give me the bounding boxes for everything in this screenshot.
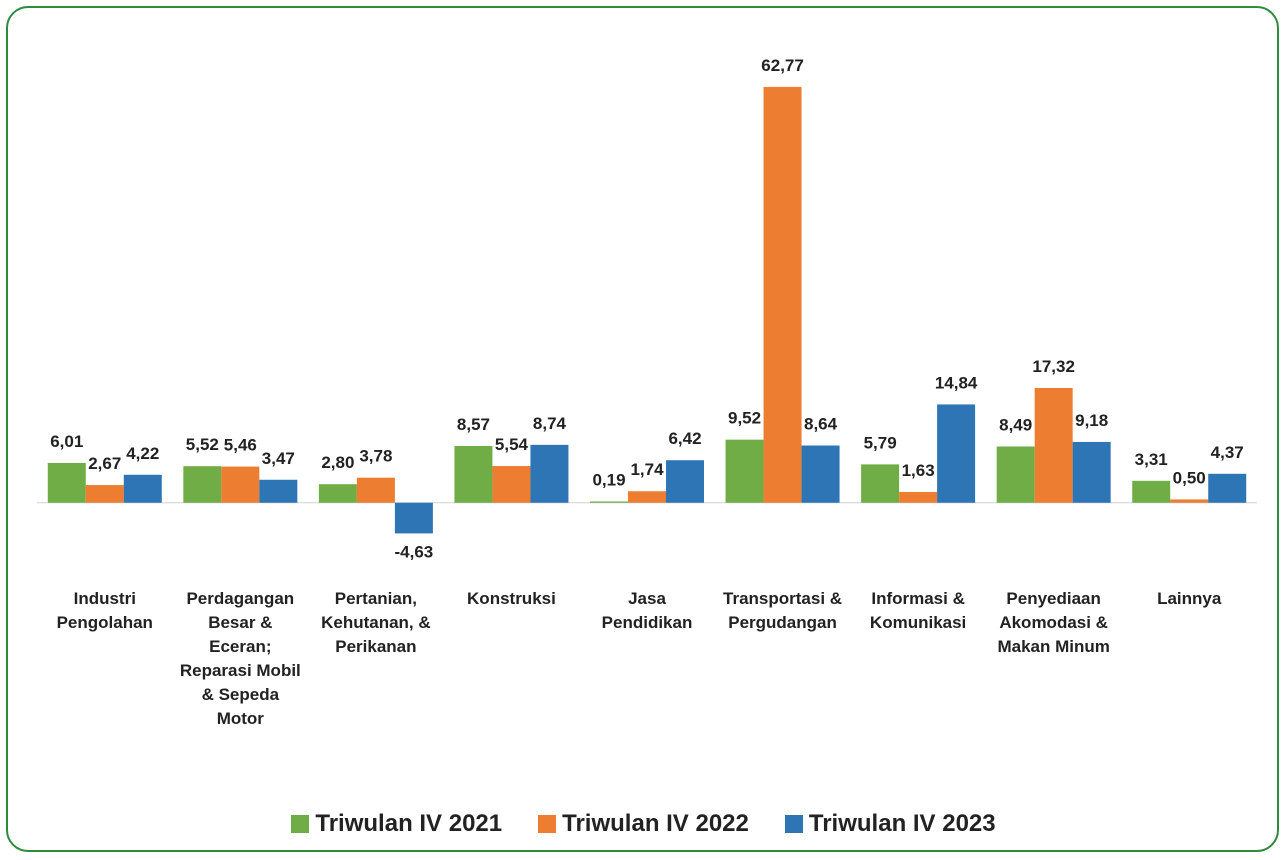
x-tick-label: Perdagangan Besar & Eceran; Reparasi Mob… — [179, 589, 301, 728]
data-label: 1,63 — [902, 461, 935, 480]
legend-label: Triwulan IV 2022 — [562, 810, 749, 837]
chart-frame — [6, 6, 1279, 852]
legend-swatch — [538, 815, 557, 833]
data-label: 1,74 — [630, 460, 664, 479]
data-label: 5,54 — [495, 435, 529, 454]
legend-swatch — [784, 815, 803, 833]
bar — [725, 439, 764, 503]
bar — [801, 445, 840, 503]
x-tick-label: Konstruksi — [467, 589, 556, 608]
x-tick-label: Lainnya — [1157, 589, 1222, 608]
data-label: 6,01 — [50, 432, 83, 451]
data-label: -4,63 — [395, 542, 434, 561]
data-label: 0,19 — [592, 470, 625, 489]
bar — [861, 464, 900, 503]
data-label: 5,52 — [186, 435, 219, 454]
data-label: 4,37 — [1211, 443, 1244, 462]
bar — [85, 485, 124, 503]
x-tick-label: Jasa Pendidikan — [601, 589, 693, 632]
data-label: 9,18 — [1075, 411, 1108, 430]
data-label: 5,46 — [224, 436, 257, 455]
bar — [996, 446, 1035, 503]
data-label: 3,31 — [1135, 450, 1168, 469]
bar — [1072, 441, 1111, 503]
legend-item: Triwulan IV 2023 — [784, 810, 996, 838]
x-tick-label: Penyediaan Akomodasi & Makan Minum — [997, 589, 1110, 656]
data-label: 4,22 — [126, 444, 159, 463]
legend-label: Triwulan IV 2023 — [808, 810, 996, 837]
bar — [899, 491, 938, 503]
legend-swatch — [291, 815, 310, 833]
bar — [183, 466, 222, 503]
bar — [1208, 473, 1247, 503]
data-label: 2,67 — [88, 454, 121, 473]
x-tick-label: Pertanian, Kehutanan, & Perikanan — [321, 589, 431, 656]
bar — [628, 491, 666, 503]
data-label: 9,52 — [728, 409, 761, 428]
x-tick-label: Industri Pengolahan — [56, 589, 153, 632]
bar — [1170, 499, 1209, 503]
data-label: 8,74 — [533, 414, 567, 433]
legend-item: Triwulan IV 2022 — [538, 810, 749, 838]
data-label: 2,80 — [321, 453, 354, 472]
bar — [492, 466, 531, 503]
bar — [259, 479, 298, 503]
data-label: 3,47 — [262, 449, 295, 468]
data-label: 5,79 — [864, 433, 897, 452]
bar — [123, 474, 162, 503]
bar — [530, 444, 569, 503]
x-tick-label: Informasi & Komunikasi — [869, 589, 967, 632]
legend: Triwulan IV 2021 Triwulan IV 2022 Triwulan… — [0, 810, 1287, 840]
bar — [221, 466, 260, 503]
bar — [763, 86, 802, 503]
bar — [590, 501, 628, 503]
legend-item: Triwulan IV 2021 — [291, 810, 502, 838]
data-label: 62,77 — [761, 56, 804, 75]
data-label: 0,50 — [1173, 468, 1206, 487]
x-tick-label: Transportasi & Pergudangan — [723, 589, 843, 632]
data-label: 8,49 — [999, 416, 1032, 435]
data-label: 14,84 — [935, 373, 978, 392]
bar — [937, 404, 976, 503]
legend-label: Triwulan IV 2021 — [315, 810, 503, 837]
bar — [1132, 480, 1171, 503]
bar — [1034, 388, 1073, 503]
bar — [318, 484, 357, 503]
bar — [47, 462, 86, 503]
bar — [666, 460, 704, 503]
data-label: 6,42 — [668, 429, 701, 448]
data-label: 8,64 — [804, 415, 838, 434]
bar — [356, 477, 395, 503]
bar — [394, 502, 433, 534]
bar — [454, 445, 493, 503]
data-label: 3,78 — [359, 447, 392, 466]
data-label: 8,57 — [457, 415, 490, 434]
data-label: 17,32 — [1032, 357, 1075, 376]
